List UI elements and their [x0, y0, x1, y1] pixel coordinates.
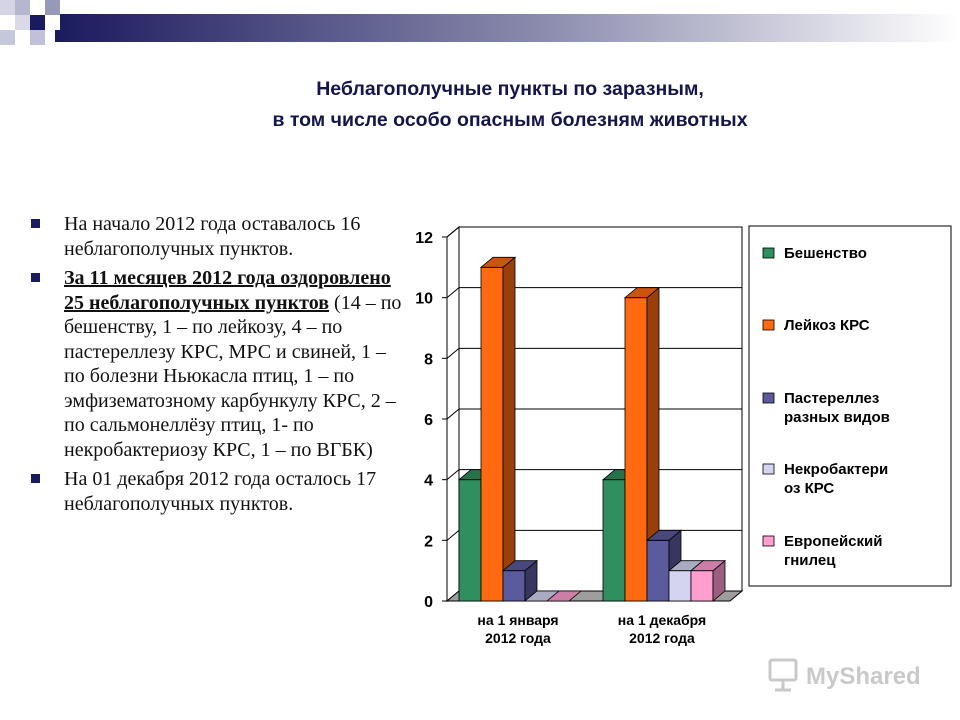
legend-label: Европейский [784, 533, 882, 550]
gridline-side [446, 408, 460, 420]
y-tick-label: 2 [424, 533, 433, 550]
bullet-text: На начало 2012 года оставалось 16 неблаг… [64, 213, 361, 260]
x-tick-label: 2012 года [485, 630, 551, 646]
legend-label: разных видов [784, 409, 890, 426]
bar-top [623, 287, 661, 299]
gridline-side [446, 469, 460, 481]
bar [480, 266, 504, 602]
bullet-square-icon [31, 273, 40, 282]
bar [668, 570, 692, 602]
gridline-side [446, 529, 460, 541]
title-line-1: Неблагополучные пункты по заразным, [316, 78, 704, 100]
x-tick-label: 2012 года [629, 630, 695, 646]
bar-top [645, 529, 683, 541]
legend-label: Лейкоз КРС [784, 317, 870, 334]
bullet-item: На начало 2012 года оставалось 16 неблаг… [28, 212, 408, 261]
bar-top [689, 560, 727, 572]
bullet-list: На начало 2012 года оставалось 16 неблаг… [28, 212, 408, 521]
legend-swatch [762, 392, 775, 404]
watermark: MyShared [768, 658, 921, 692]
bullet-text-emphasis: За 11 месяцев 2012 года оздоровлено 25 н… [64, 267, 391, 314]
bar [458, 479, 482, 602]
slide-title: Неблагополучные пункты по заразным, в то… [130, 74, 890, 136]
bullet-text: На 01 декабря 2012 года осталось 17 небл… [64, 468, 377, 515]
bar [646, 539, 670, 602]
legend-swatch [762, 535, 775, 547]
gridline-side [446, 226, 460, 238]
bar [624, 297, 648, 602]
x-tick-label: на 1 января [477, 612, 558, 628]
header-decoration [0, 0, 960, 45]
gridline-side [446, 287, 460, 299]
gridline-side [446, 347, 460, 359]
bullet-item: На 01 декабря 2012 года осталось 17 небл… [28, 467, 408, 516]
bullet-square-icon [31, 219, 40, 228]
bar-top [501, 560, 539, 572]
bar [690, 570, 714, 602]
bullet-item: За 11 месяцев 2012 года оздоровлено 25 н… [28, 266, 408, 462]
legend-swatch [762, 319, 775, 331]
legend-label: Пастереллез [784, 390, 879, 407]
y-tick-label: 8 [424, 351, 433, 368]
y-tick-label: 6 [424, 412, 433, 429]
bar-side [502, 256, 516, 602]
y-tick-label: 4 [424, 473, 433, 490]
bar-top [479, 256, 517, 268]
title-line-2: в том числе особо опасным болезням живот… [272, 109, 748, 131]
y-tick-label: 0 [424, 594, 433, 611]
legend-label: Некробактери [784, 461, 888, 478]
legend-swatch [762, 247, 775, 259]
legend-box [748, 225, 952, 587]
legend-label: оз КРС [784, 480, 834, 497]
bar [602, 479, 626, 602]
watermark-text: MyShared [806, 663, 921, 690]
legend-swatch [762, 463, 775, 475]
x-tick-label: на 1 декабря [618, 612, 706, 628]
legend-label: гнилец [784, 552, 836, 569]
legend-label: Бешенство [784, 245, 867, 262]
bar-top [545, 590, 583, 602]
y-tick-label: 10 [415, 291, 433, 308]
bullet-text: (14 – по бешенству, 1 – по лейкозу, 4 – … [64, 291, 402, 461]
y-tick-label: 12 [415, 230, 433, 247]
bar [502, 570, 526, 602]
bullet-square-icon [31, 474, 40, 483]
presentation-icon [768, 658, 798, 692]
